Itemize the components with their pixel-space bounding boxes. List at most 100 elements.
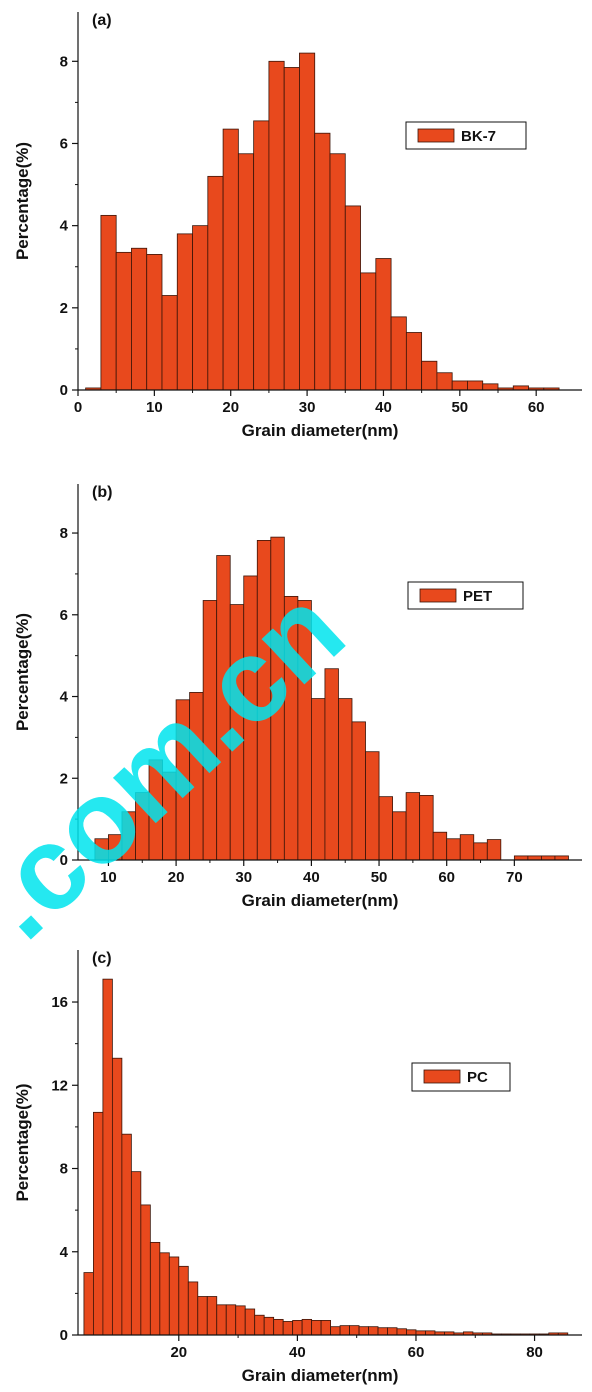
y-tick-label: 8	[60, 1161, 68, 1178]
y-tick-label: 4	[60, 1244, 69, 1261]
histogram-bar	[283, 67, 300, 391]
x-tick-label: 60	[438, 869, 455, 886]
histogram-bar	[301, 1318, 313, 1336]
histogram-bar	[235, 1305, 246, 1336]
legend-swatch	[423, 1069, 461, 1084]
histogram-bar	[310, 698, 326, 861]
x-axis-title: Grain diameter(nm)	[242, 421, 399, 440]
histogram-bar	[432, 831, 448, 861]
histogram-bar	[131, 247, 148, 391]
histogram-bar	[254, 1314, 265, 1336]
y-tick-label: 0	[60, 1327, 68, 1344]
x-tick-label: 30	[235, 869, 252, 886]
x-tick-label: 80	[526, 1344, 543, 1361]
y-tick-label: 6	[60, 607, 68, 624]
x-tick-label: 20	[222, 399, 239, 416]
histogram-bar	[482, 383, 499, 391]
legend-label: PC	[467, 1069, 488, 1086]
histogram-bar	[237, 153, 255, 391]
histogram-bar	[349, 1325, 360, 1336]
x-tick-label: 50	[371, 869, 388, 886]
histogram-bar	[161, 295, 178, 391]
y-tick-label: 2	[60, 770, 68, 787]
histogram-bar	[222, 128, 239, 391]
histogram-bar	[387, 1327, 398, 1336]
histogram-bar	[159, 1252, 170, 1336]
histogram-bar	[344, 205, 361, 391]
legend-label: BK-7	[461, 128, 496, 145]
y-tick-label: 6	[60, 135, 68, 152]
panel-label: (c)	[92, 950, 112, 967]
x-tick-label: 10	[146, 399, 163, 416]
histogram-bar	[415, 1330, 426, 1336]
histogram-bar	[419, 795, 434, 861]
histogram-bar	[467, 380, 484, 391]
histogram-bar	[351, 721, 366, 861]
histogram-bar	[273, 1318, 284, 1336]
histogram-bar	[329, 153, 346, 391]
histogram-bar	[176, 233, 193, 391]
y-axis-title: Percentage(%)	[13, 613, 32, 731]
x-tick-label: 40	[303, 869, 320, 886]
histogram-bar	[378, 796, 393, 861]
histogram-bar	[339, 1325, 350, 1336]
y-tick-label: 16	[51, 994, 68, 1011]
histogram-bar	[375, 258, 392, 391]
histogram-bar	[486, 839, 502, 861]
histogram-bar	[206, 1296, 218, 1336]
histogram-bar	[358, 1326, 369, 1336]
x-tick-label: 10	[100, 869, 117, 886]
histogram-bar	[121, 1133, 132, 1336]
x-tick-label: 20	[168, 869, 185, 886]
y-axis-title: Percentage(%)	[13, 142, 32, 260]
y-axis-title: Percentage(%)	[13, 1083, 32, 1201]
x-tick-label: 40	[375, 399, 392, 416]
histogram-bar	[406, 1329, 417, 1336]
x-axis-title: Grain diameter(nm)	[242, 1366, 399, 1385]
histogram-bar	[149, 1241, 161, 1336]
histogram-bar	[207, 175, 224, 391]
histogram-bar	[473, 842, 488, 861]
histogram-bar	[390, 316, 407, 391]
histogram-bar	[102, 978, 113, 1336]
histogram-bar	[115, 251, 132, 391]
x-tick-label: 40	[289, 1344, 306, 1361]
y-tick-label: 8	[60, 53, 68, 70]
histogram-bar	[446, 838, 461, 861]
histogram-bar	[396, 1328, 407, 1336]
x-tick-label: 60	[528, 399, 545, 416]
histogram-bar	[244, 1308, 256, 1336]
histogram-bar	[216, 1304, 227, 1336]
histogram-bar	[513, 855, 529, 861]
histogram-bar	[377, 1327, 388, 1336]
histogram-bar	[512, 385, 529, 391]
histogram-bar	[554, 855, 569, 861]
histogram-bar	[282, 1321, 294, 1336]
histogram-bar	[268, 60, 285, 391]
histogram-bar	[225, 1304, 237, 1336]
histogram-bar	[365, 751, 380, 861]
histogram-bar	[360, 272, 377, 391]
histogram-bar	[146, 254, 163, 391]
y-tick-label: 8	[60, 525, 68, 542]
histogram-bar	[527, 855, 542, 861]
histogram-bar	[100, 214, 117, 391]
histogram-bar	[541, 855, 556, 861]
histogram-bar	[168, 1256, 180, 1336]
x-axis-title: Grain diameter(nm)	[242, 891, 399, 910]
histogram-bar	[197, 1296, 208, 1336]
y-tick-label: 2	[60, 300, 68, 317]
chart-panel-c: 20 40 60 80 0 4 8 12 16 Grain diameter(nm) Percent…	[13, 950, 582, 1385]
panel-label: (a)	[92, 12, 112, 29]
histogram-bar	[330, 1326, 341, 1336]
histogram-bar	[178, 1265, 189, 1336]
panel-label: (b)	[92, 484, 112, 501]
histogram-bar	[459, 834, 475, 861]
histogram-bar	[311, 1320, 322, 1336]
legend-swatch	[419, 588, 457, 603]
histogram-bar	[338, 698, 353, 861]
histogram-bar	[320, 1320, 331, 1336]
chart-panel-b: 10 20 30 40 50 60 70 0 2 4 6 8 Grain diameter(nm) Per…	[13, 484, 582, 910]
histogram-bar	[111, 1057, 123, 1336]
